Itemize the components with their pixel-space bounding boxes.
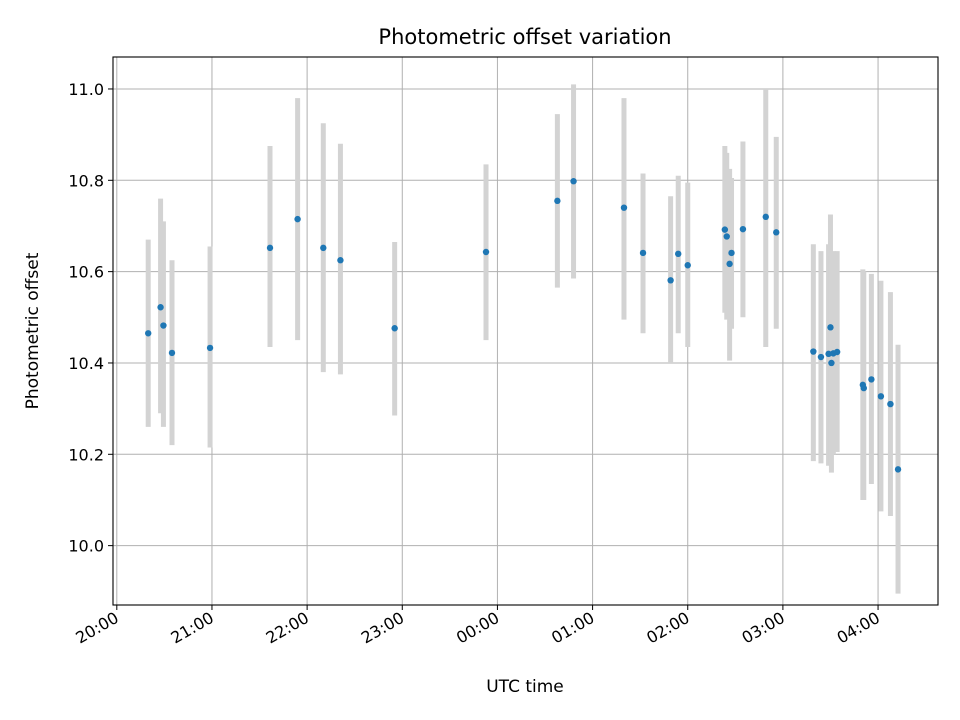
data-point <box>684 262 691 269</box>
y-tick-label: 10.0 <box>68 537 104 556</box>
grid-layer <box>113 57 938 605</box>
data-point <box>726 260 733 268</box>
data-point <box>860 384 867 392</box>
data-point <box>877 393 885 400</box>
data-point <box>206 344 214 352</box>
data-point <box>817 353 825 361</box>
data-point <box>570 178 577 185</box>
data-point <box>157 304 164 311</box>
data-point <box>168 349 176 357</box>
data-point <box>620 204 628 211</box>
data-point <box>266 244 274 252</box>
y-tick-label: 11.0 <box>68 80 104 99</box>
data-point <box>320 244 327 252</box>
data-point <box>160 322 167 329</box>
y-axis-label: Photometric offset <box>23 252 43 409</box>
data-point <box>723 233 730 240</box>
point-layer <box>145 178 902 473</box>
data-point <box>728 249 735 257</box>
plot-frame <box>112 56 939 606</box>
data-point <box>827 324 834 331</box>
data-point <box>739 225 747 233</box>
data-point <box>762 213 769 221</box>
data-point <box>868 376 875 383</box>
data-point <box>554 197 561 205</box>
data-point <box>482 248 490 256</box>
data-point <box>667 277 674 284</box>
data-point <box>887 400 894 408</box>
data-point <box>391 325 398 332</box>
data-point <box>294 215 301 223</box>
data-point <box>773 229 780 236</box>
data-point <box>894 466 902 473</box>
data-point <box>337 257 344 264</box>
data-point <box>810 348 817 355</box>
x-axis-label: UTC time <box>486 677 564 697</box>
chart-title: Photometric offset variation <box>378 25 671 49</box>
data-point <box>639 249 647 257</box>
data-point <box>833 348 841 356</box>
y-tick-label: 10.6 <box>68 263 104 282</box>
data-point <box>145 330 152 337</box>
y-tick-label: 10.8 <box>68 171 104 190</box>
data-point <box>675 250 682 258</box>
data-point <box>825 350 832 358</box>
y-tick-label: 10.2 <box>68 445 104 464</box>
y-tick-label: 10.4 <box>68 354 104 373</box>
data-point <box>828 359 835 367</box>
data-point <box>721 226 729 233</box>
